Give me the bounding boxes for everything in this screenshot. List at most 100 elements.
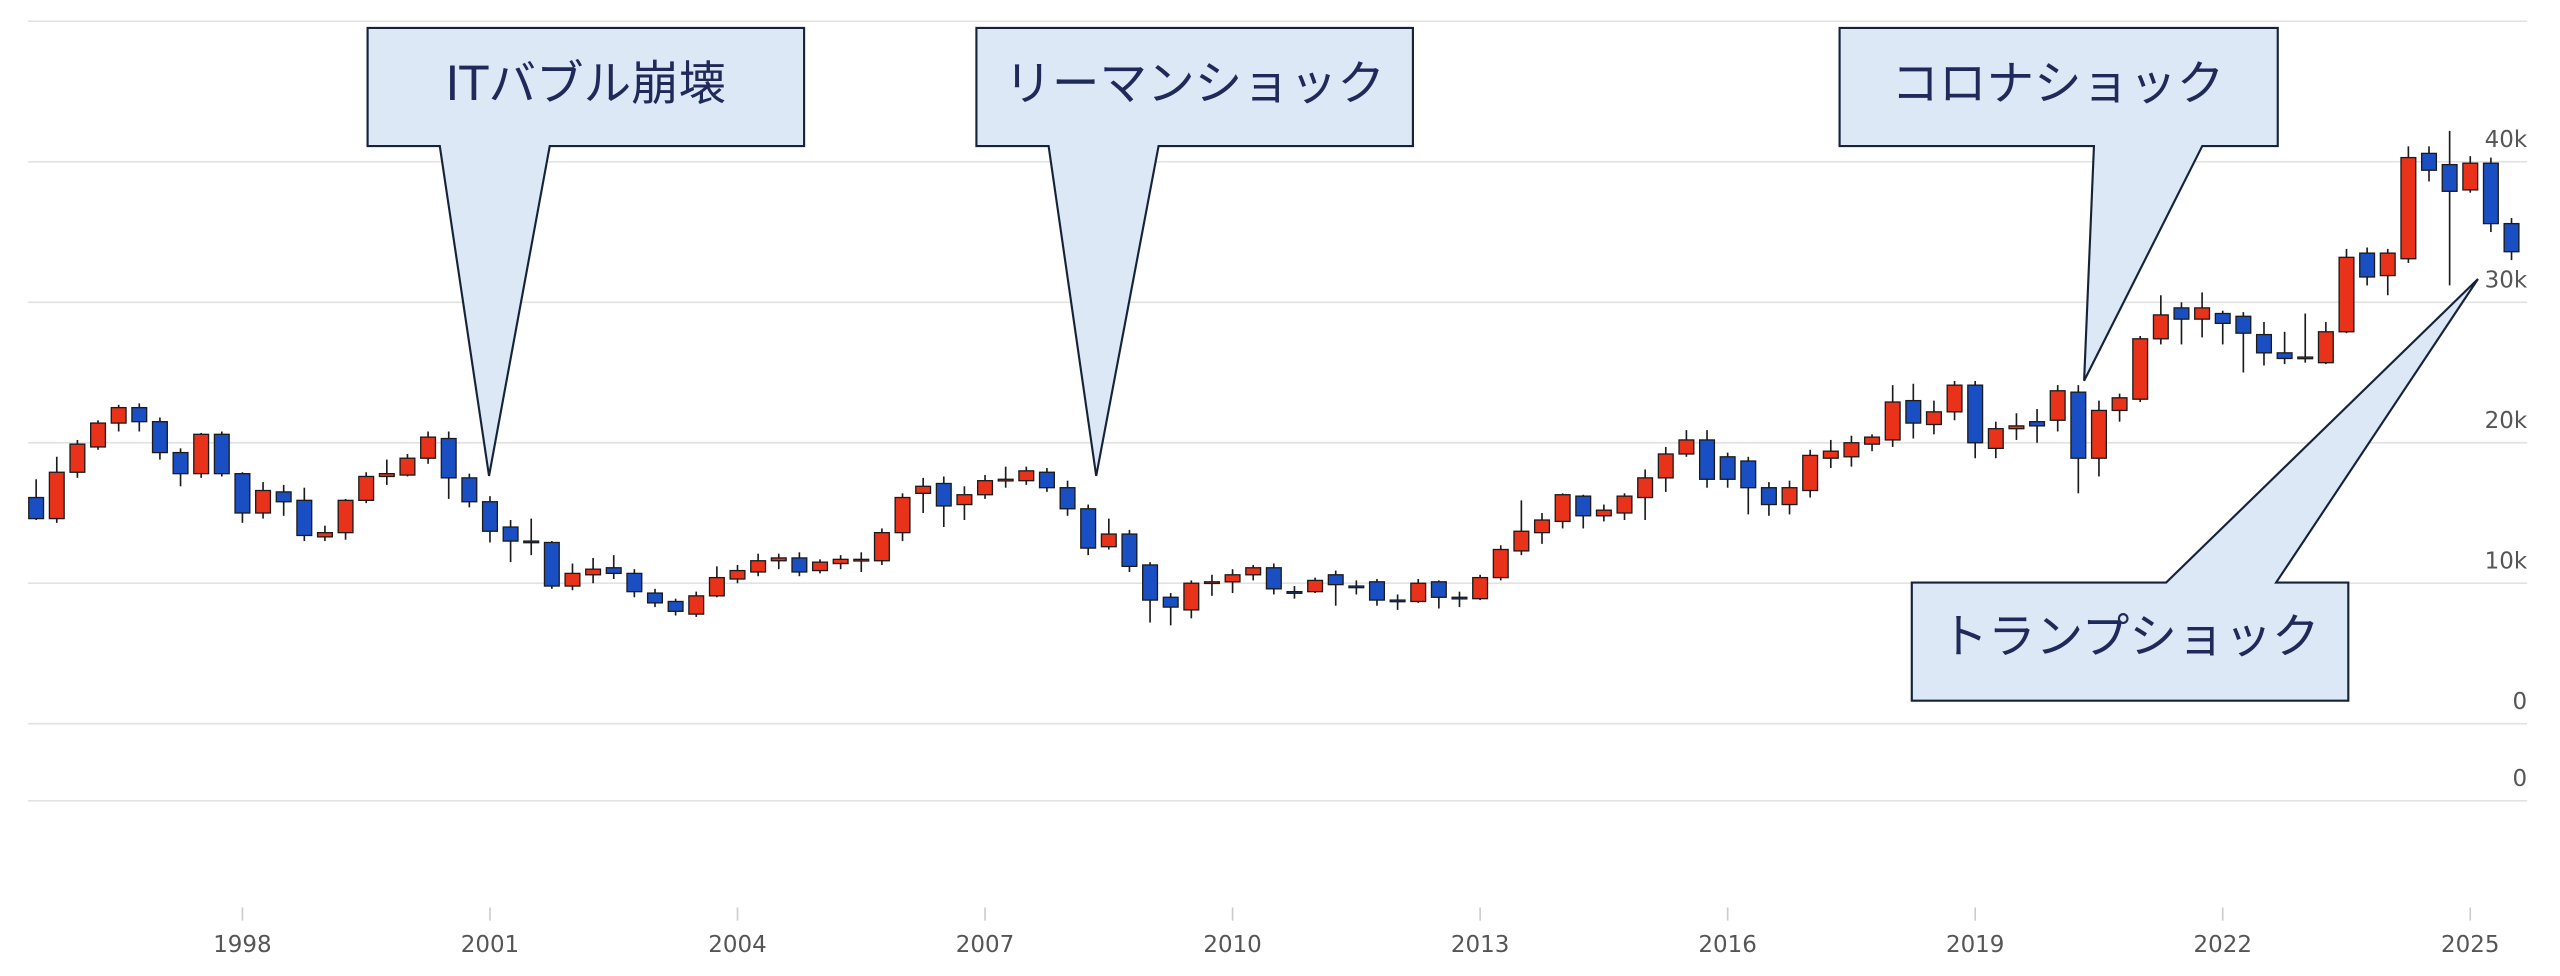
candle-body [564, 572, 581, 587]
candle-body [977, 480, 994, 496]
candle-body [1802, 454, 1819, 492]
candle-body [1472, 576, 1489, 600]
candle-body [2173, 307, 2190, 320]
candle-body [1760, 487, 1777, 506]
candle-body [1327, 574, 1344, 586]
callout-text: トランプショック [1940, 610, 2319, 665]
candle-body [585, 568, 602, 576]
x-tick-label: 2010 [1203, 932, 1261, 958]
candle-body [48, 471, 65, 520]
candle-body [1657, 453, 1674, 479]
candle-body [2090, 409, 2107, 459]
candle-body [2338, 256, 2355, 333]
candle-body [2214, 312, 2231, 325]
candle-body [2297, 356, 2314, 360]
candle-body [2194, 307, 2211, 320]
x-tick-label: 2022 [2193, 932, 2251, 958]
candle-body [2255, 333, 2273, 354]
candle-body [1843, 442, 1860, 458]
candle-body [1080, 508, 1097, 549]
callout-text: ITバブル崩壊 [445, 57, 726, 112]
candle-body [2379, 252, 2396, 277]
candle-body [193, 433, 210, 475]
candle-body [1864, 436, 1881, 445]
candle-body [667, 600, 684, 612]
candle-body [770, 557, 787, 562]
candle-body [378, 472, 395, 478]
candle-body [1451, 596, 1468, 600]
candle-body [1307, 579, 1324, 593]
candle-body [172, 451, 189, 475]
candle-body [1121, 533, 1138, 568]
candle-body [28, 496, 45, 520]
candle-body [2070, 391, 2087, 459]
x-tick-label: 2007 [956, 932, 1014, 958]
candle-body [69, 443, 86, 473]
candle-body [1245, 567, 1262, 576]
candle-body [1822, 450, 1839, 459]
candle-body [956, 494, 973, 506]
y-tick-label: 10k [2485, 548, 2528, 574]
candle-body [605, 567, 622, 575]
candle-body [1492, 548, 1509, 579]
candle-body [832, 558, 849, 565]
candle-body [1719, 456, 1736, 480]
candle-body [997, 478, 1014, 482]
candles [28, 130, 2520, 626]
candle-body [646, 592, 664, 604]
candle-body [399, 457, 416, 476]
candle-body [1018, 470, 1035, 482]
candle-body [1678, 439, 1695, 455]
candle-body [2317, 331, 2334, 364]
candle-body [873, 531, 890, 562]
candle-body [1183, 582, 1200, 611]
candle-body [213, 433, 230, 475]
candle-body [915, 485, 932, 494]
candle-body [2482, 162, 2499, 225]
candle-body [1224, 574, 1241, 583]
candle-body [255, 489, 272, 514]
candle-body [2462, 162, 2479, 191]
candle-body [626, 572, 643, 593]
candle-body [2029, 421, 2046, 427]
candle-body [1203, 581, 1220, 585]
candle-body [1967, 384, 1984, 444]
candle-body [2503, 222, 2520, 253]
x-tick-label: 2016 [1698, 932, 1756, 958]
candle-body [1142, 564, 1159, 601]
candle-body [1554, 494, 1571, 523]
candle-body [1348, 585, 1365, 589]
candle-body [1595, 509, 1612, 517]
y-tick-label: 20k [2485, 408, 2528, 434]
candle-body [1905, 399, 1922, 424]
candle-body [1368, 581, 1386, 601]
candle-body [275, 491, 292, 503]
candle-body [1038, 471, 1055, 489]
candle-body [1389, 599, 1406, 603]
candle-body [2420, 152, 2438, 171]
candle-body [1575, 495, 1592, 517]
candle-body [1781, 487, 1798, 506]
candle-body [337, 499, 354, 534]
candle-body [1410, 582, 1427, 603]
y2-tick-label: 0 [2513, 766, 2528, 792]
candle-body [2008, 425, 2025, 430]
candle-body [316, 531, 333, 538]
candle-body [502, 526, 519, 542]
candle-body [1100, 533, 1117, 548]
candle-body [2235, 315, 2252, 334]
callout-box [1838, 26, 2279, 382]
candle-body [853, 558, 870, 562]
x-tick-label: 2013 [1451, 932, 1509, 958]
candle-body [481, 501, 499, 532]
callout-text: コロナショック [1891, 57, 2224, 112]
candle-body [1513, 530, 1530, 552]
candle-body [708, 576, 725, 597]
candle-body [234, 472, 251, 514]
candle-body [110, 406, 127, 424]
callout-box [1910, 278, 2479, 702]
candle-body [1740, 460, 1757, 489]
candle-body [1286, 590, 1303, 594]
x-tick-label: 2019 [1946, 932, 2004, 958]
